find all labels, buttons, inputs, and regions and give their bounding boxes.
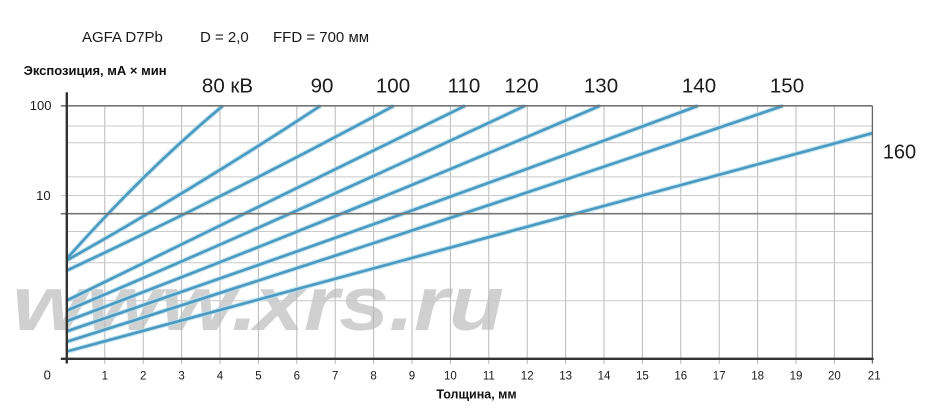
svg-text:2: 2 — [140, 370, 146, 382]
svg-text:90: 90 — [311, 75, 334, 98]
svg-text:16: 16 — [674, 370, 687, 382]
svg-text:11: 11 — [483, 370, 495, 382]
svg-text:D = 2,0: D = 2,0 — [200, 29, 249, 46]
svg-text:21: 21 — [868, 370, 881, 382]
svg-text:140: 140 — [682, 75, 716, 98]
svg-text:160: 160 — [883, 142, 916, 164]
svg-text:7: 7 — [332, 370, 338, 382]
svg-text:6: 6 — [294, 370, 300, 382]
svg-text:4: 4 — [217, 370, 224, 382]
svg-text:130: 130 — [584, 75, 618, 98]
svg-text:14: 14 — [598, 370, 611, 382]
svg-text:10: 10 — [36, 188, 50, 203]
svg-text:8: 8 — [370, 370, 376, 382]
svg-text:12: 12 — [521, 370, 534, 382]
svg-text:120: 120 — [504, 75, 538, 98]
svg-text:100: 100 — [30, 98, 52, 113]
svg-text:17: 17 — [713, 370, 726, 382]
svg-text:10: 10 — [444, 370, 457, 382]
svg-text:18: 18 — [751, 370, 764, 382]
svg-text:20: 20 — [828, 370, 841, 382]
svg-text:100: 100 — [376, 75, 410, 98]
svg-text:xrs.ru: xrs.ru — [249, 261, 504, 347]
svg-text:1: 1 — [102, 370, 108, 382]
svg-text:110: 110 — [448, 75, 481, 98]
svg-text:150: 150 — [770, 75, 804, 98]
svg-text:13: 13 — [559, 370, 572, 382]
svg-text:0: 0 — [44, 368, 51, 383]
svg-text:3: 3 — [178, 370, 184, 382]
svg-text:5: 5 — [255, 370, 261, 382]
svg-text:80 кВ: 80 кВ — [202, 75, 253, 98]
svg-text:Экспозиция, мА × мин: Экспозиция, мА × мин — [24, 63, 167, 78]
svg-text:19: 19 — [790, 370, 803, 382]
svg-text:Толщина, мм: Толщина, мм — [436, 387, 516, 401]
svg-text:FFD = 700 мм: FFD = 700 мм — [273, 29, 369, 46]
svg-text:15: 15 — [636, 370, 649, 382]
svg-text:9: 9 — [409, 370, 415, 382]
svg-text:AGFA D7Pb: AGFA D7Pb — [82, 29, 163, 46]
